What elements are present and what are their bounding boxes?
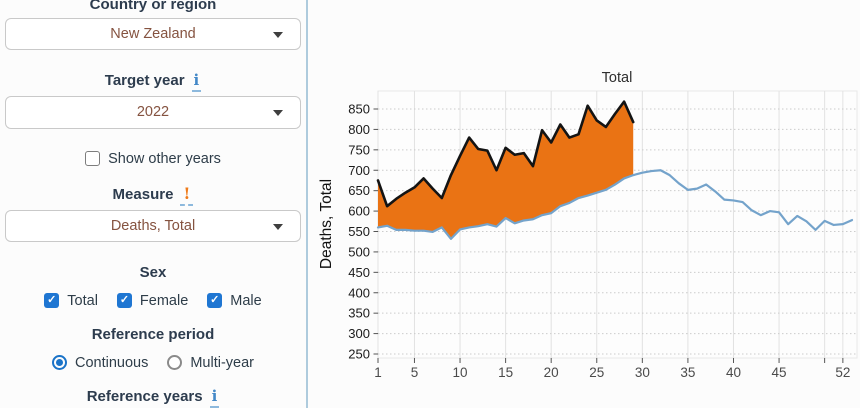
- sex-option-label[interactable]: Total: [67, 292, 98, 309]
- radio-unselected-icon[interactable]: [167, 355, 183, 371]
- svg-text:30: 30: [635, 365, 650, 380]
- warning-icon[interactable]: !: [180, 185, 194, 206]
- svg-text:10: 10: [453, 365, 468, 380]
- svg-text:850: 850: [348, 102, 370, 117]
- svg-text:20: 20: [544, 365, 559, 380]
- radio-option-label[interactable]: Continuous: [74, 354, 149, 371]
- target-year-select[interactable]: 2022: [5, 96, 301, 129]
- svg-text:650: 650: [348, 183, 370, 198]
- chevron-down-icon: [273, 223, 283, 230]
- radio-multi-year[interactable]: Multi-year: [167, 355, 254, 371]
- svg-text:5: 5: [411, 365, 419, 380]
- info-icon[interactable]: i: [191, 72, 202, 93]
- svg-text:25: 25: [589, 365, 604, 380]
- filters-sidebar: Country or region New Zealand Target yea…: [0, 0, 308, 408]
- target-year-select-value: 2022: [136, 104, 170, 121]
- svg-text:45: 45: [772, 365, 787, 380]
- sex-option-label[interactable]: Male: [230, 292, 262, 309]
- svg-text:350: 350: [348, 306, 370, 321]
- svg-text:500: 500: [348, 244, 370, 259]
- country-label: Country or region: [89, 0, 217, 13]
- measure-label: Measure: [112, 185, 174, 203]
- sex-checkbox-female[interactable]: ✓ Female: [116, 292, 189, 309]
- sex-checkbox-group: ✓ Total ✓ Female ✓ Male: [44, 292, 262, 309]
- svg-text:800: 800: [348, 122, 370, 137]
- svg-text:250: 250: [348, 347, 370, 362]
- sex-checkbox-male[interactable]: ✓ Male: [207, 292, 262, 309]
- svg-text:400: 400: [348, 285, 370, 300]
- svg-text:450: 450: [348, 265, 370, 280]
- measure-select[interactable]: Deaths, Total: [5, 209, 301, 242]
- info-icon[interactable]: i: [209, 388, 220, 408]
- show-other-years-label[interactable]: Show other years: [108, 150, 221, 167]
- country-select-value: New Zealand: [110, 26, 196, 43]
- svg-text:750: 750: [348, 142, 370, 157]
- country-select[interactable]: New Zealand: [5, 18, 301, 51]
- target-year-label: Target year: [104, 72, 185, 90]
- sex-label: Sex: [139, 263, 167, 281]
- svg-text:700: 700: [348, 163, 370, 178]
- checkbox-checked-icon[interactable]: ✓: [207, 293, 223, 309]
- reference-years-label: Reference years: [86, 387, 203, 405]
- radio-continuous[interactable]: Continuous: [51, 354, 149, 371]
- chevron-down-icon: [273, 110, 283, 117]
- chart-panel: 250 300 350 400 450 500 550 600 650 700 750 800 850 1…: [308, 0, 860, 408]
- svg-text:15: 15: [498, 365, 513, 380]
- sex-checkbox-total[interactable]: ✓ Total: [44, 293, 98, 309]
- measure-select-value: Deaths, Total: [110, 217, 196, 234]
- sex-option-label[interactable]: Female: [139, 292, 189, 309]
- svg-text:35: 35: [680, 365, 695, 380]
- checkbox-checked-icon[interactable]: ✓: [116, 293, 132, 309]
- y-axis-label: Deaths, Total: [318, 179, 335, 269]
- svg-text:300: 300: [348, 326, 370, 341]
- radio-option-label[interactable]: Multi-year: [190, 354, 254, 371]
- radio-selected-icon[interactable]: [51, 355, 67, 371]
- checkbox-checked-icon[interactable]: ✓: [44, 293, 60, 309]
- chart-title: Total: [602, 70, 633, 86]
- checkbox-unchecked-icon[interactable]: [85, 151, 101, 167]
- svg-text:550: 550: [348, 224, 370, 239]
- reference-period-label: Reference period: [91, 325, 215, 343]
- weekly-deaths-chart: 250 300 350 400 450 500 550 600 650 700 750 800 850 1…: [318, 70, 858, 380]
- reference-period-radio-group: Continuous Multi-year: [51, 354, 254, 371]
- svg-text:1: 1: [374, 365, 382, 380]
- svg-text:52: 52: [835, 365, 850, 380]
- chevron-down-icon: [273, 32, 283, 38]
- svg-text:40: 40: [726, 365, 741, 380]
- show-other-years-checkbox[interactable]: Show other years: [85, 151, 221, 167]
- svg-text:600: 600: [348, 204, 370, 219]
